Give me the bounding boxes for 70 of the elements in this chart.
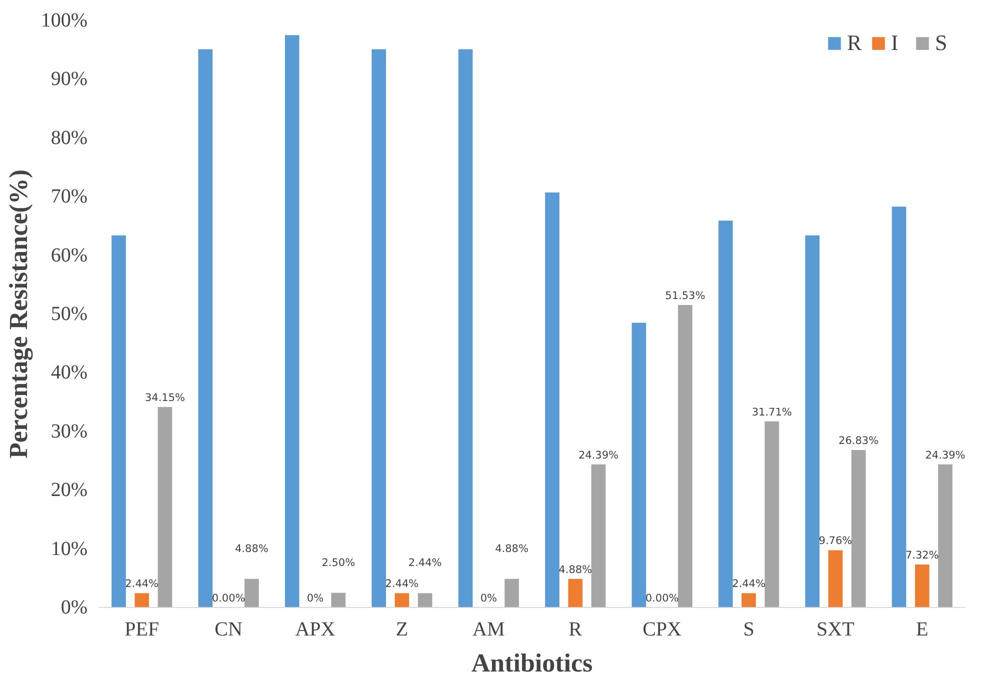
bar [545,192,560,608]
bar [418,593,432,608]
y-tick-label: 70% [50,186,88,208]
bar [112,235,126,608]
data-label: 0% [480,592,497,604]
bar [394,593,410,608]
x-tick-label: R [568,618,583,640]
bar [568,578,583,608]
x-tick-label: SXT [816,618,854,640]
bar [678,305,692,608]
y-tick-label: 40% [50,362,88,384]
bar [805,235,820,608]
data-label: 4.88% [495,542,528,555]
bar [158,407,172,608]
x-tick-label: Z [396,618,408,640]
y-tick-label: 30% [50,420,88,442]
y-tick-label: 0% [60,596,88,618]
y-tick-label: 60% [50,244,88,266]
bar [331,592,346,608]
x-tick-label: E [916,618,928,640]
bar [134,593,150,608]
x-tick-label: CN [214,618,242,640]
legend-label: R [847,30,863,56]
x-tick-label: APX [295,618,336,640]
x-axis-title: Antibiotics [471,648,593,678]
y-tick-label: 10% [50,538,88,560]
y-tick-label: 50% [50,303,88,325]
data-label: 34.15% [144,392,186,404]
y-tick-label: 100% [40,10,88,32]
bar [284,35,300,608]
x-tick-label: AM [472,618,505,640]
data-label: 26.83% [838,435,879,448]
x-tick-label: PEF [124,618,160,640]
bar [718,220,733,608]
x-tick-label: CPX [642,618,682,640]
data-label: 2.44% [408,557,442,570]
data-label: 2.44% [732,578,766,590]
bar [372,49,386,608]
data-label: 31.71% [752,406,792,418]
bar [938,464,952,608]
legend-label: S [935,30,948,56]
y-tick-label: 80% [50,126,88,149]
legend-label: I [891,30,900,56]
bar [591,464,606,608]
y-tick-label: 90% [50,68,88,90]
y-axis-title: Percentage Resistance(%) [4,169,33,459]
bar [244,578,259,608]
bar [764,421,780,608]
bar [198,49,213,608]
data-label: 2.44% [385,578,419,590]
data-label: 0% [306,592,324,604]
data-label: 24.39% [578,449,619,462]
data-label: 7.32% [905,550,939,562]
data-label: 2.50% [322,556,356,569]
bar [851,450,866,608]
data-label: 9.76% [818,535,852,548]
y-tick-label: 20% [50,479,88,502]
data-label: 0.00% [212,592,246,604]
bar [504,578,519,608]
bar [914,564,930,608]
x-tick-label: S [743,618,754,640]
bar [458,49,473,608]
data-label: 24.39% [925,449,966,462]
data-label: 4.88% [234,542,268,555]
data-label: 0.00% [645,592,679,604]
data-label: 51.53% [665,290,706,302]
bar [892,206,906,608]
bar [632,322,646,608]
bar [742,593,756,608]
bar [828,550,843,608]
